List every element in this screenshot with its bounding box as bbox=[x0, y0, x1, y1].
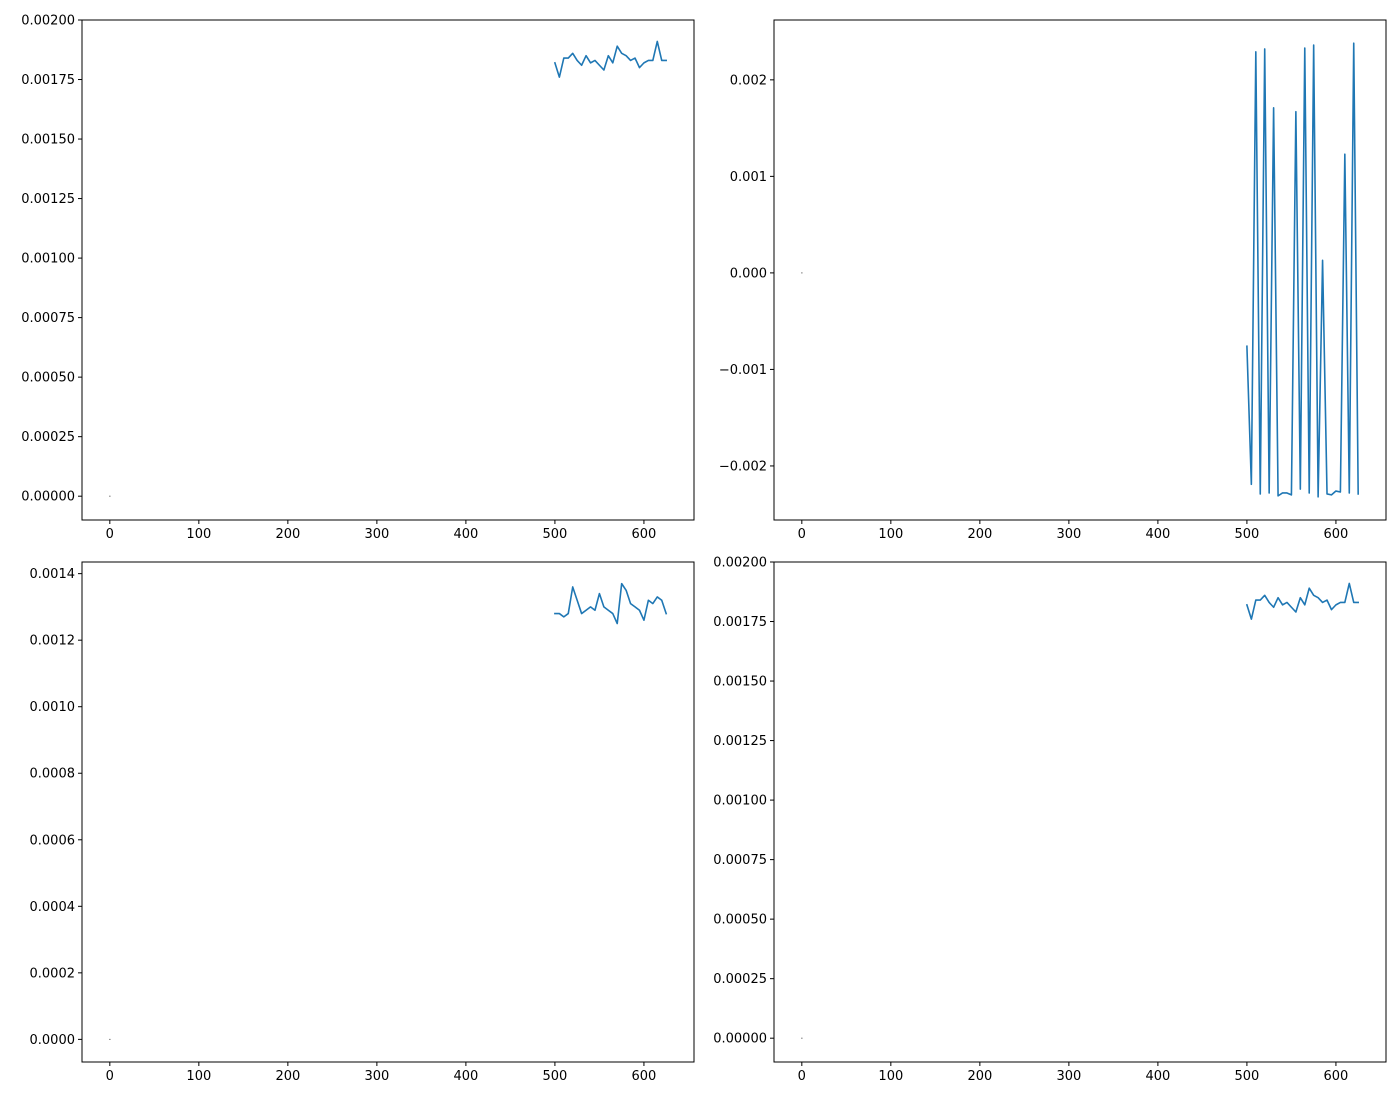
y-tick-label: 0.00000 bbox=[21, 490, 75, 505]
y-tick-label: 0.0000 bbox=[30, 1033, 76, 1048]
series-line bbox=[1246, 42, 1359, 498]
axes-frame bbox=[81, 561, 695, 1063]
x-tick-label: 300 bbox=[364, 1069, 389, 1084]
x-tick-label: 500 bbox=[542, 1069, 567, 1084]
y-tick-label: 0.00100 bbox=[713, 794, 767, 809]
x-tick-label: 200 bbox=[967, 527, 992, 542]
x-tick-label: 600 bbox=[1324, 1069, 1349, 1084]
y-tick-label: 0.00075 bbox=[21, 311, 75, 326]
y-tick-label: 0.00150 bbox=[713, 675, 767, 690]
y-tick-label: 0.00200 bbox=[21, 14, 75, 29]
x-tick-label: 200 bbox=[275, 527, 300, 542]
y-tick-label: 0.00100 bbox=[21, 252, 75, 267]
x-tick-label: 300 bbox=[1056, 1069, 1081, 1084]
series-line bbox=[554, 582, 668, 625]
x-tick-label: 0 bbox=[106, 1069, 114, 1084]
axes-frame bbox=[773, 561, 1387, 1063]
subplot-bottom-left: 0 100 200 300 400 500 600 0.0000 0.0002 0.0004 0.0… bbox=[30, 561, 695, 1084]
subplot-top-left: 0 100 200 300 400 500 600 0.00000 0.00025 0.00050… bbox=[21, 14, 695, 542]
y-tick-label: 0.00175 bbox=[21, 73, 75, 88]
subplot-bottom-right: 0 100 200 300 400 500 600 0.00000 0.00025 0.00050… bbox=[713, 556, 1387, 1084]
x-tick-label: 0 bbox=[106, 527, 114, 542]
x-tick-label: 0 bbox=[798, 527, 806, 542]
subplot-top-right: 0 100 200 300 400 500 600 −0.002 −0.001 0.000 0.00… bbox=[719, 19, 1387, 542]
y-tick-label: 0.001 bbox=[730, 170, 767, 185]
x-tick-label: 0 bbox=[798, 1069, 806, 1084]
y-tick-label: 0.0002 bbox=[30, 966, 76, 981]
x-tick-label: 100 bbox=[878, 527, 903, 542]
x-tick-label: 500 bbox=[542, 527, 567, 542]
y-tick-label: 0.0010 bbox=[30, 700, 76, 715]
y-tick-label: 0.00000 bbox=[713, 1032, 767, 1047]
y-tick-label: 0.0012 bbox=[30, 634, 76, 649]
y-tick-label: 0.002 bbox=[730, 73, 767, 88]
x-tick-label: 200 bbox=[275, 1069, 300, 1084]
y-tick-label: 0.00150 bbox=[21, 133, 75, 148]
y-tick-label: 0.00125 bbox=[713, 734, 767, 749]
x-tick-label: 600 bbox=[632, 527, 657, 542]
y-tick-label: 0.00025 bbox=[713, 972, 767, 987]
x-tick-label: 600 bbox=[1324, 527, 1349, 542]
y-tick-label: 0.00200 bbox=[713, 556, 767, 571]
y-tick-label: −0.001 bbox=[719, 363, 767, 378]
x-tick-label: 100 bbox=[878, 1069, 903, 1084]
y-tick-label: 0.00125 bbox=[21, 192, 75, 207]
x-tick-label: 500 bbox=[1234, 1069, 1259, 1084]
y-tick-label: 0.0006 bbox=[30, 833, 76, 848]
y-tick-label: 0.00050 bbox=[713, 913, 767, 928]
series-line bbox=[553, 40, 667, 78]
y-tick-label: −0.002 bbox=[719, 459, 767, 474]
x-tick-label: 200 bbox=[967, 1069, 992, 1084]
x-tick-label: 100 bbox=[186, 1069, 211, 1084]
y-tick-label: 0.00050 bbox=[21, 371, 75, 386]
x-tick-label: 400 bbox=[1145, 527, 1170, 542]
y-tick-label: 0.00025 bbox=[21, 430, 75, 445]
y-tick-label: 0.000 bbox=[730, 266, 767, 281]
y-tick-label: 0.0008 bbox=[30, 767, 76, 782]
y-tick-label: 0.0004 bbox=[30, 900, 76, 915]
x-tick-label: 400 bbox=[453, 527, 478, 542]
x-tick-label: 300 bbox=[1056, 527, 1081, 542]
y-tick-label: 0.00075 bbox=[713, 853, 767, 868]
x-tick-label: 400 bbox=[1145, 1069, 1170, 1084]
axes-frame bbox=[81, 19, 695, 521]
x-tick-label: 500 bbox=[1234, 527, 1259, 542]
x-tick-label: 400 bbox=[453, 1069, 478, 1084]
x-tick-label: 300 bbox=[364, 527, 389, 542]
y-tick-label: 0.00175 bbox=[713, 615, 767, 630]
axes-frame bbox=[773, 19, 1387, 521]
y-tick-label: 0.0014 bbox=[30, 567, 76, 582]
x-tick-label: 100 bbox=[186, 527, 211, 542]
series-line bbox=[1245, 582, 1359, 620]
x-tick-label: 600 bbox=[632, 1069, 657, 1084]
